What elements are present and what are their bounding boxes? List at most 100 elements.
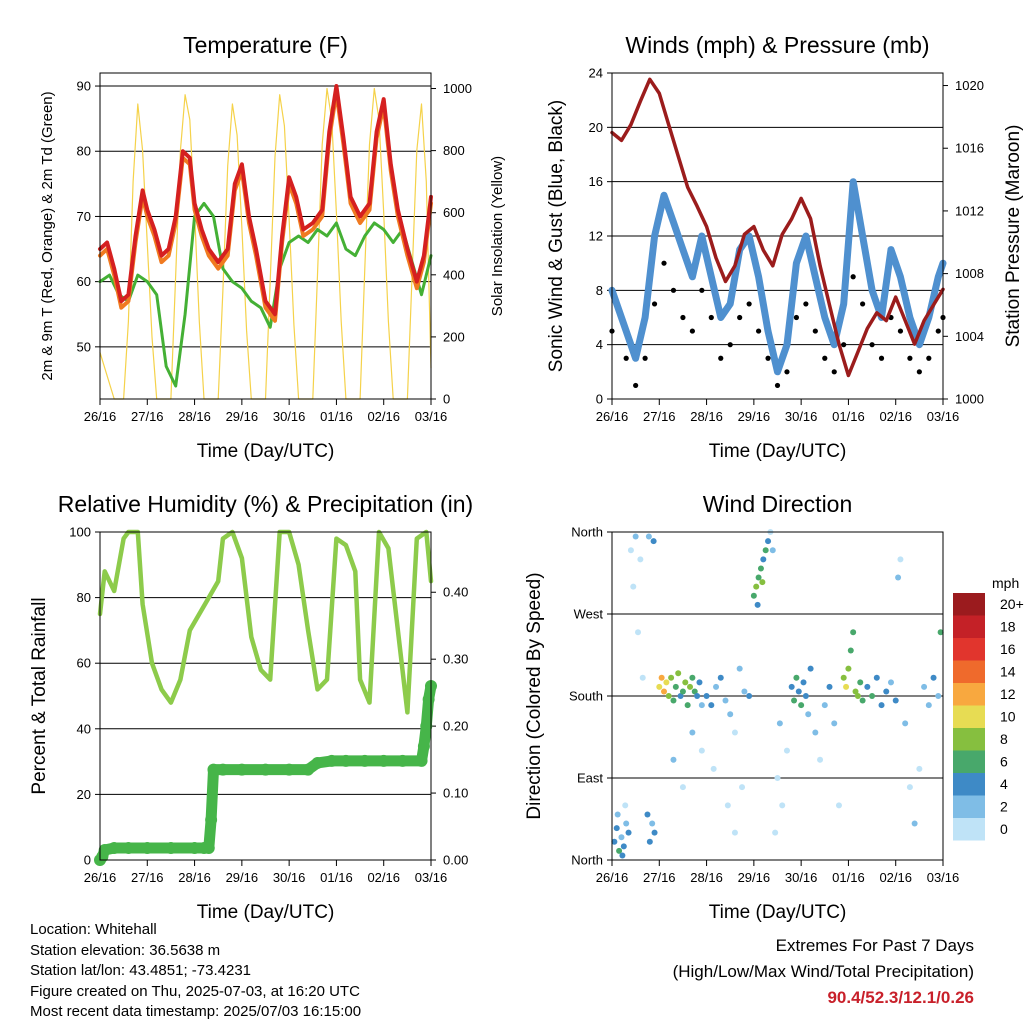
rh-y2tick-label: 0.30 <box>443 652 468 667</box>
rh-y2tick-label: 0.10 <box>443 786 468 801</box>
wind-y2tick-label: 1008 <box>955 266 984 281</box>
station-elevation: Station elevation: 36.5638 m <box>30 941 221 959</box>
direction-point <box>698 702 705 709</box>
wind-point <box>680 314 686 321</box>
direction-point <box>772 829 779 836</box>
direction-point <box>921 683 928 690</box>
temp-y2tick-label: 0 <box>443 392 450 407</box>
rh-xlabel: Time (Day/UTC) <box>197 902 335 923</box>
rh-ytick-label: 80 <box>77 590 91 605</box>
direction-point <box>750 592 757 599</box>
wind-point <box>869 342 875 348</box>
rh-y2tick-label: 0.20 <box>443 719 468 734</box>
rh-ytick-label: 60 <box>77 656 91 671</box>
direction-point <box>911 820 918 827</box>
direction-point <box>614 811 621 818</box>
wind-point <box>689 328 695 334</box>
temp-series-2m-t <box>98 84 433 317</box>
temp-ytick-label: 50 <box>77 339 91 354</box>
temp-ytick-label: 60 <box>77 274 91 289</box>
direction-point <box>774 775 781 781</box>
rh-plot-border <box>99 531 432 861</box>
temp-y2tick-label: 400 <box>443 267 465 282</box>
direction-point <box>798 702 805 709</box>
station-info: Location: Whitehall Station elevation: 3… <box>30 920 361 1023</box>
direction-point <box>793 674 800 681</box>
rh-ytick-label: 20 <box>77 787 91 802</box>
dir-plot-border <box>611 531 944 861</box>
colorbar-swatch <box>953 615 985 638</box>
direction-point <box>619 852 626 859</box>
wind-xtick-label: 26/16 <box>596 409 629 424</box>
wind-point <box>661 260 667 266</box>
direction-point <box>757 565 764 572</box>
wind-y2label: Station Pressure (Maroon) <box>1003 125 1024 348</box>
direction-point <box>805 711 812 718</box>
wind-point <box>916 369 922 375</box>
rh-title: Relative Humidity (%) & Precipitation (i… <box>58 491 473 517</box>
wind-point <box>926 355 932 361</box>
wind-xtick-label: 29/16 <box>738 409 771 424</box>
wind-point <box>793 314 800 321</box>
wind-xtick-label: 03/16 <box>927 409 960 424</box>
colorbar-swatch <box>953 660 985 683</box>
extremes-values: 90.4/52.3/12.1/0.26 <box>827 988 974 1007</box>
dir-title: Wind Direction <box>703 491 853 517</box>
direction-point <box>895 574 902 581</box>
wind-point <box>765 355 771 361</box>
wind-point <box>746 301 752 307</box>
wind-y2tick-label: 1012 <box>955 203 984 218</box>
direction-point <box>698 747 705 754</box>
direction-point <box>663 679 670 686</box>
direction-point <box>925 702 932 709</box>
rh-series-total-precipitation <box>94 680 437 866</box>
direction-point <box>650 538 657 545</box>
direction-point <box>646 838 653 845</box>
direction-point <box>717 674 724 681</box>
wind-point <box>755 328 762 334</box>
wind-xtick-label: 27/16 <box>643 409 676 424</box>
wind-xtick-label: 28/16 <box>690 409 723 424</box>
temp-xtick-label: 28/16 <box>178 409 211 424</box>
direction-point <box>845 665 852 672</box>
wind-ytick-label: 16 <box>589 174 603 189</box>
direction-point <box>791 697 798 704</box>
direction-point <box>878 702 885 709</box>
rh-xtick-label: 27/16 <box>131 870 164 885</box>
wind-point <box>812 328 818 334</box>
wind-ytick-label: 12 <box>589 229 603 244</box>
rh-ytick-label: 100 <box>69 525 91 540</box>
direction-point <box>795 688 802 695</box>
rh-series-rh <box>97 529 434 715</box>
direction-point <box>812 729 819 736</box>
direction-point <box>821 702 828 709</box>
direction-point <box>613 825 620 832</box>
rh-y2tick-label: 0.40 <box>443 585 468 600</box>
direction-point <box>807 665 814 672</box>
direction-point <box>892 697 899 704</box>
rh-panel <box>94 529 437 866</box>
colorbar-swatch <box>953 773 985 796</box>
wind-ytick-label: 20 <box>589 120 603 135</box>
direction-point <box>746 693 753 699</box>
direction-point <box>897 556 904 563</box>
colorbar-swatch <box>953 750 985 773</box>
dir-xtick-label: 28/16 <box>690 870 723 885</box>
direction-point <box>694 693 701 699</box>
wind-point <box>860 301 866 307</box>
direction-point <box>668 674 675 681</box>
wind-title: Winds (mph) & Pressure (mb) <box>625 32 929 58</box>
temp-ytick-label: 70 <box>77 209 91 224</box>
direction-point <box>760 556 767 563</box>
colorbar-swatch <box>953 728 985 751</box>
direction-point <box>679 688 686 695</box>
dir-xtick-label: 26/16 <box>596 870 629 885</box>
direction-point <box>776 720 783 727</box>
extremes-subtitle: (High/Low/Max Wind/Total Precipitation) <box>672 962 974 981</box>
temp-y2tick-label: 600 <box>443 205 465 220</box>
direction-point <box>906 784 913 791</box>
direction-point <box>618 834 625 841</box>
figure-created: Figure created on Thu, 2025-07-03, at 16… <box>30 982 360 1000</box>
direction-point <box>656 683 663 690</box>
rh-xtick-label: 30/16 <box>273 870 306 885</box>
